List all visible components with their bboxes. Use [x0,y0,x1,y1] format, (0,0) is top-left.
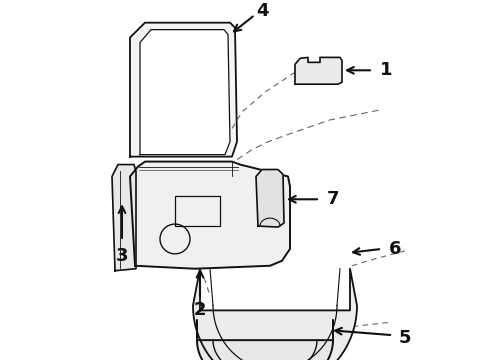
Text: 3: 3 [116,247,128,265]
Polygon shape [112,165,136,271]
Text: 5: 5 [399,329,411,347]
Polygon shape [256,170,284,227]
Polygon shape [295,57,342,84]
Bar [175,196,220,226]
Text: 4: 4 [256,2,268,20]
Text: 2: 2 [194,301,206,319]
Polygon shape [140,30,230,155]
Polygon shape [197,320,333,360]
Polygon shape [130,23,237,157]
Text: 1: 1 [380,61,392,79]
Polygon shape [193,269,357,360]
Text: 7: 7 [327,190,339,208]
Polygon shape [130,162,290,269]
Text: 6: 6 [389,240,401,258]
